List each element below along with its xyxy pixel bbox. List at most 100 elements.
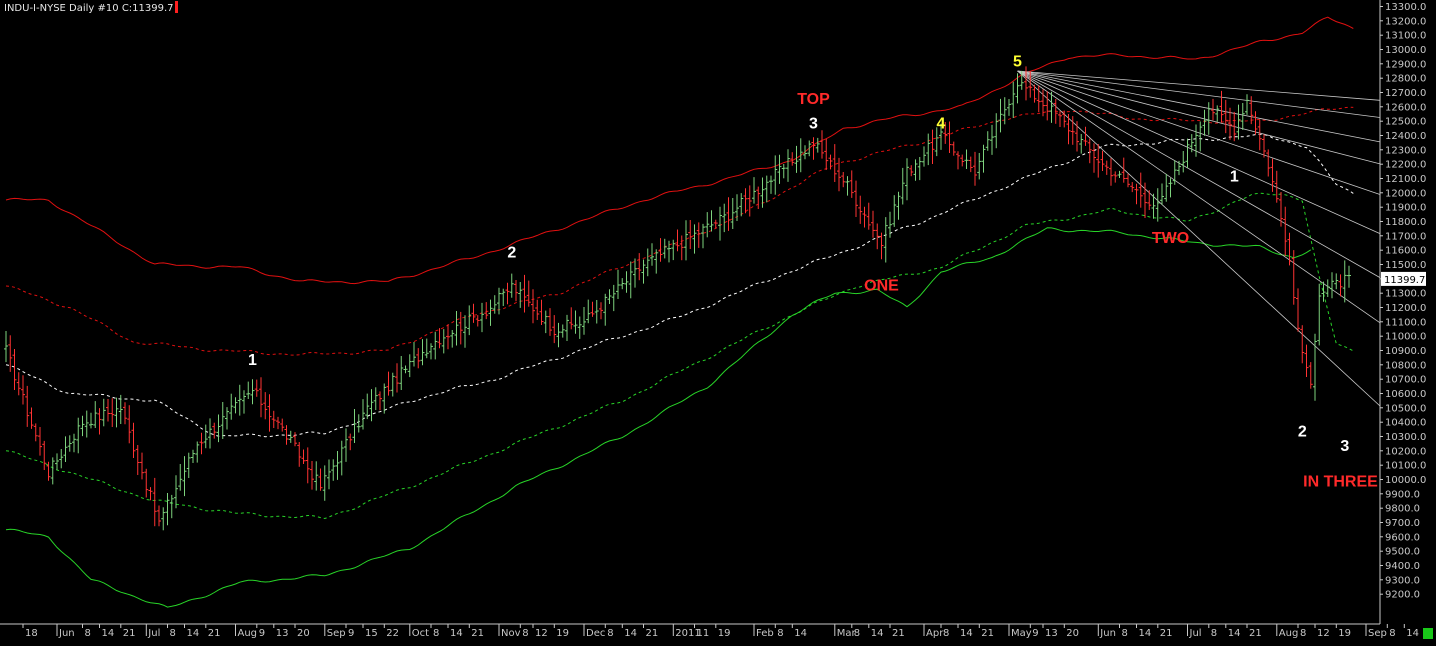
price-bar bbox=[288, 430, 293, 443]
x-tick-label: 19 bbox=[1338, 628, 1351, 639]
price-bar bbox=[403, 365, 408, 374]
price-bar bbox=[654, 249, 659, 274]
price-bar bbox=[994, 113, 999, 149]
price-bar bbox=[871, 210, 875, 238]
price-bar bbox=[318, 468, 323, 491]
x-tick-label: 21 bbox=[646, 628, 659, 639]
x-tick-label: 19 bbox=[718, 628, 731, 639]
price-bar bbox=[339, 440, 344, 476]
price-bar bbox=[701, 223, 705, 249]
price-bar bbox=[420, 339, 425, 366]
price-bar bbox=[828, 154, 833, 170]
y-tick-label: 13300.0 bbox=[1385, 2, 1426, 13]
price-bar bbox=[1283, 206, 1288, 256]
price-bar bbox=[1032, 84, 1037, 103]
x-tick-label: 13 bbox=[276, 628, 289, 639]
price-bar bbox=[305, 447, 310, 484]
price-bar bbox=[1045, 91, 1050, 121]
y-tick-label: 10600.0 bbox=[1385, 389, 1426, 400]
y-tick-label: 9500.0 bbox=[1385, 547, 1420, 558]
price-bar bbox=[1347, 265, 1351, 288]
price-bar bbox=[1308, 362, 1313, 389]
fan-line bbox=[1017, 70, 1381, 407]
y-tick-label: 9800.0 bbox=[1385, 504, 1420, 515]
price-bar bbox=[1211, 98, 1215, 121]
fan-line bbox=[1017, 70, 1381, 101]
y-tick-label: 9700.0 bbox=[1385, 518, 1420, 529]
price-bar bbox=[1232, 111, 1237, 142]
price-bar bbox=[21, 375, 25, 405]
fan-line bbox=[1017, 70, 1381, 165]
price-bar bbox=[628, 261, 633, 299]
x-tick-label: 14 bbox=[1228, 628, 1241, 639]
x-tick-label: 14 bbox=[450, 628, 463, 639]
price-bar bbox=[433, 331, 438, 360]
price-bar bbox=[756, 186, 761, 209]
price-bar bbox=[1304, 344, 1309, 377]
price-bar bbox=[973, 151, 977, 186]
y-tick-label: 12000.0 bbox=[1385, 188, 1426, 199]
price-bar bbox=[1223, 99, 1228, 134]
price-bar bbox=[739, 193, 744, 217]
x-tick-label: May bbox=[1011, 628, 1032, 639]
price-bar bbox=[331, 459, 336, 481]
price-bar bbox=[407, 354, 412, 378]
price-bar bbox=[662, 238, 667, 259]
price-bar bbox=[764, 175, 769, 203]
price-bar bbox=[909, 165, 914, 177]
price-bar bbox=[1096, 144, 1101, 178]
x-tick-label: 11 bbox=[697, 628, 710, 639]
price-bar bbox=[565, 314, 569, 341]
price-bar bbox=[501, 288, 506, 306]
y-tick-label: 13200.0 bbox=[1385, 16, 1426, 27]
y-tick-label: 13000.0 bbox=[1385, 45, 1426, 56]
price-bar bbox=[752, 177, 756, 204]
price-bar bbox=[467, 305, 472, 336]
price-bar bbox=[441, 329, 446, 354]
price-bar bbox=[114, 397, 119, 428]
x-tick-label: 9 bbox=[348, 628, 354, 639]
y-tick-label: 11100.0 bbox=[1385, 317, 1426, 328]
price-bar bbox=[667, 240, 671, 263]
price-bar bbox=[458, 311, 463, 345]
price-bar bbox=[1185, 138, 1190, 168]
price-bar bbox=[280, 418, 285, 432]
price-bar bbox=[1189, 134, 1194, 153]
price-bar bbox=[611, 284, 616, 312]
x-tick-label: 14 bbox=[102, 628, 115, 639]
price-bar bbox=[1266, 149, 1271, 177]
price-bar bbox=[399, 356, 404, 390]
price-bar bbox=[46, 461, 51, 481]
y-tick-label: 10000.0 bbox=[1385, 475, 1426, 486]
y-tick-label: 13100.0 bbox=[1385, 31, 1426, 42]
price-bar bbox=[1164, 173, 1169, 202]
price-bar bbox=[509, 273, 514, 298]
price-bar bbox=[599, 302, 603, 320]
fan-line bbox=[1017, 70, 1381, 143]
price-bar bbox=[429, 343, 433, 360]
price-bar bbox=[488, 299, 493, 326]
x-tick-label: 21 bbox=[208, 628, 221, 639]
y-tick-label: 9400.0 bbox=[1385, 561, 1420, 572]
price-bar bbox=[301, 449, 306, 464]
y-tick-label: 9900.0 bbox=[1385, 489, 1420, 500]
x-tick-label: 21 bbox=[1160, 628, 1173, 639]
price-bar bbox=[675, 229, 680, 252]
price-bar bbox=[178, 464, 183, 491]
price-bar bbox=[790, 152, 795, 166]
price-bar bbox=[390, 372, 395, 397]
y-tick-label: 10400.0 bbox=[1385, 418, 1426, 429]
price-bar bbox=[1147, 190, 1152, 210]
annotations-layer: 1 2 TOP 3 ONE 4 5 TWO 1 2 3 IN THREE bbox=[248, 54, 1378, 491]
price-bar bbox=[480, 302, 484, 333]
price-bar bbox=[169, 494, 174, 519]
price-bar bbox=[645, 248, 650, 277]
price-bar bbox=[531, 289, 535, 324]
price-bar bbox=[454, 311, 459, 346]
annotation-label: 2 bbox=[1298, 424, 1307, 441]
price-bar bbox=[539, 299, 544, 325]
price-bar bbox=[101, 398, 106, 427]
price-bar bbox=[356, 414, 361, 433]
price-bar bbox=[726, 197, 731, 231]
price-bar bbox=[526, 280, 531, 307]
